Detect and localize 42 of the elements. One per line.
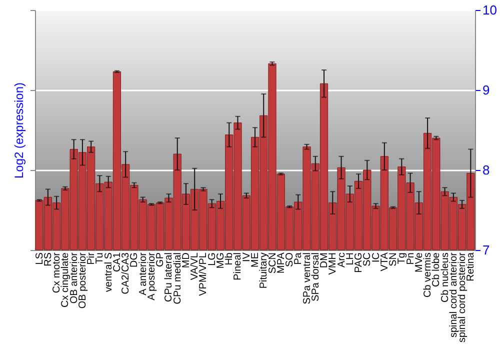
x-tick-label: Cb nucleus xyxy=(440,252,451,303)
x-tick-label: Pn xyxy=(405,252,416,265)
x-tick-label: Cx cingulate xyxy=(60,252,72,308)
y-tick-label: 10 xyxy=(482,2,497,18)
x-tick-label: CA1 xyxy=(112,252,123,272)
y-tick-label: 8 xyxy=(482,162,490,178)
x-tick-label: A posterior xyxy=(146,252,158,300)
x-tick-label: VPM/VPL xyxy=(198,252,210,296)
x-tick-label: RS xyxy=(42,252,54,266)
x-tick-label: LG xyxy=(206,252,218,266)
x-tick-label: CPu medial xyxy=(172,252,184,304)
x-tick-label: Pituitary xyxy=(258,252,270,289)
y-axis-title: Log2 (expression) xyxy=(12,82,26,179)
x-tick-label: MPA xyxy=(276,252,287,274)
x-tick-label: DG xyxy=(129,252,140,268)
x-tick-label: SCN xyxy=(267,252,278,274)
y-tick-label: 7 xyxy=(482,242,490,258)
x-tick-label: ventral S xyxy=(103,252,114,292)
x-tick-label: MVe xyxy=(414,252,425,273)
x-tick-label: MG xyxy=(215,252,226,269)
x-tick-label: IV xyxy=(241,252,252,262)
x-tick-label: SC xyxy=(362,252,374,266)
x-tick-label: ME xyxy=(250,252,261,268)
x-tick-label: VMH xyxy=(328,252,339,275)
x-tick-label: A anterior xyxy=(138,252,149,296)
x-tick-label: OB anterior xyxy=(68,252,80,304)
x-tick-label: Cb lobe xyxy=(431,252,442,287)
x-tick-label: Arc xyxy=(336,252,348,268)
x-tick-label: Pineal xyxy=(232,252,244,280)
y-tick-label: 9 xyxy=(482,82,490,98)
x-tick-label: spinal cord anterior xyxy=(448,252,460,338)
x-tick-label: Retina xyxy=(466,252,477,282)
x-tick-label: Pa xyxy=(293,252,304,265)
x-tick-label: OB posterior xyxy=(77,252,88,309)
x-tick-label: LS xyxy=(34,252,46,265)
x-tick-label: SPa dorsal xyxy=(310,252,322,302)
x-tick-label: Tg xyxy=(396,252,408,264)
x-tick-label: VTA xyxy=(379,252,390,272)
x-tick-label: IC xyxy=(370,252,382,262)
x-tick-label: Tu xyxy=(94,252,106,264)
x-tick-label: spinal cord posterior xyxy=(457,252,468,343)
x-tick-label: LH xyxy=(344,252,356,266)
